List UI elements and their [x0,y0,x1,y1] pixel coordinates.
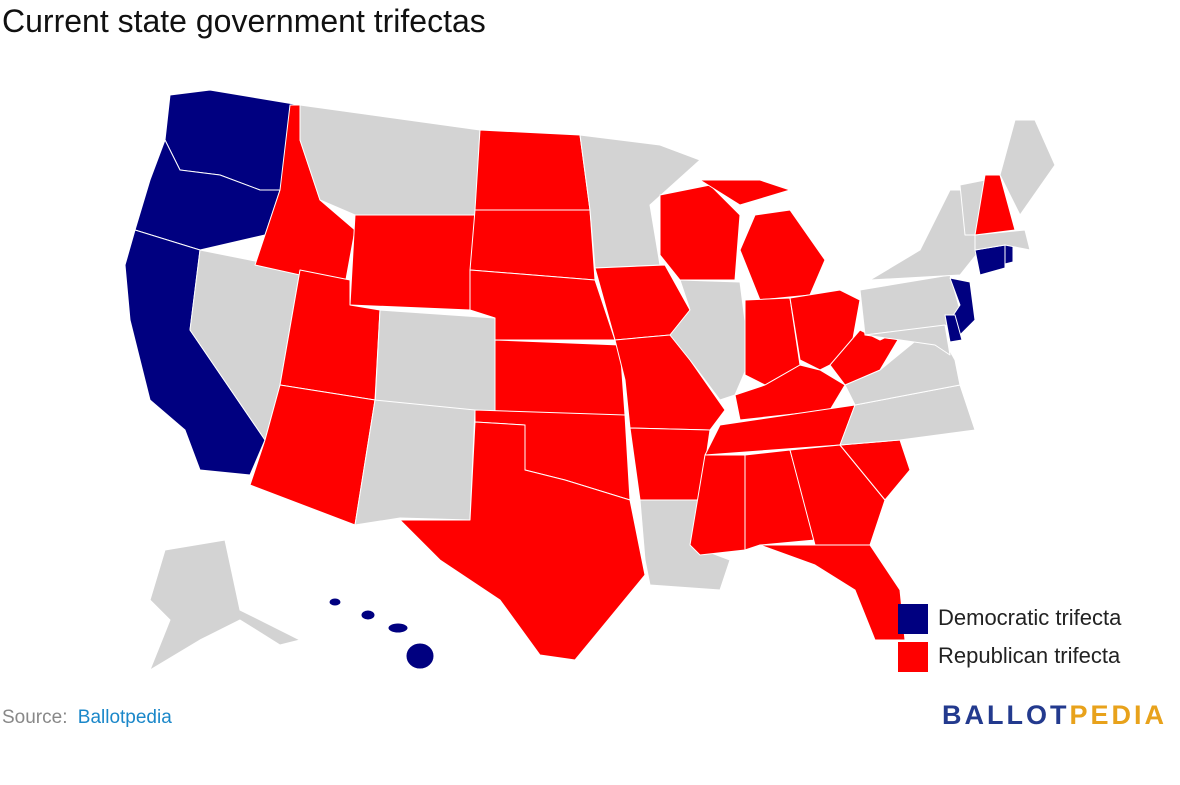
legend-label: Democratic trifecta [938,605,1122,630]
state [149,539,301,671]
state [974,229,1031,251]
state [689,454,746,556]
state [944,314,963,343]
state [579,134,701,269]
legend: Democratic trifecta Republican trifecta [898,604,1122,672]
state [494,339,626,416]
state [1004,244,1014,265]
state [744,449,816,551]
legend-swatch [898,604,928,634]
state [469,209,596,281]
state [739,209,826,301]
state [659,184,741,281]
state [699,179,791,206]
state [999,119,1056,216]
logo-second: PEDIA [1069,700,1167,730]
state [299,104,481,216]
legend-swatch [898,642,928,672]
source-link[interactable]: Ballotpedia [78,707,172,728]
state [399,421,646,661]
source-label: Source: [2,707,67,728]
us-map [124,89,1056,671]
state [360,609,376,621]
state [354,399,476,526]
state [328,597,342,607]
logo: BALLOTPEDIA [942,700,1167,730]
state [789,444,886,546]
source: Source: Ballotpedia [2,707,172,728]
state [405,642,435,670]
title: Current state government trifectas [2,3,486,39]
state [374,309,496,416]
state [387,622,409,634]
state [349,214,476,311]
state [474,129,591,211]
state [759,544,906,641]
state [864,324,951,356]
state [974,174,1016,236]
state [734,364,846,421]
state [629,427,711,501]
state [829,327,906,386]
state [249,384,376,526]
legend-label: Republican trifecta [938,643,1121,668]
state [669,279,751,401]
logo-first: BALLOT [942,700,1069,730]
